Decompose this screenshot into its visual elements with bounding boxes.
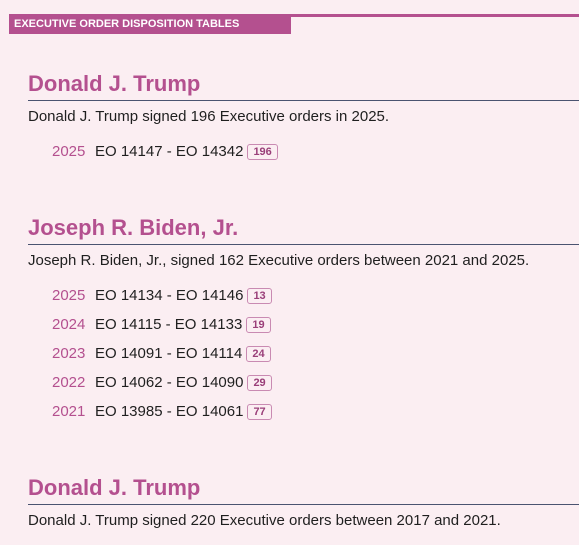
count-badge: 29 — [247, 374, 272, 391]
year-row: 2022 EO 14062 - EO 14090 29 — [28, 368, 579, 397]
eo-range: EO 14115 - EO 14133 — [95, 316, 243, 333]
president-name-heading: Donald J. Trump — [28, 70, 579, 101]
count-badge: 24 — [246, 345, 271, 362]
eo-range: EO 13985 - EO 14061 — [95, 403, 244, 420]
year-link-2025[interactable]: 2025 — [52, 287, 86, 304]
president-summary: Donald J. Trump signed 196 Executive ord… — [28, 108, 390, 125]
count-badge: 13 — [247, 287, 272, 304]
year-link-2022[interactable]: 2022 — [52, 374, 86, 391]
president-name-heading: Joseph R. Biden, Jr. — [28, 214, 579, 245]
year-list: 2025 EO 14134 - EO 14146 13 2024 EO 1411… — [28, 281, 579, 426]
eo-range: EO 14147 - EO 14342 — [95, 143, 244, 160]
year-link-2024[interactable]: 2024 — [52, 316, 86, 333]
year-row: 2025 EO 14147 - EO 14342 196 — [28, 137, 579, 166]
president-name-heading: Donald J. Trump — [28, 474, 579, 505]
count-badge: 19 — [246, 316, 271, 333]
year-link-2025[interactable]: 2025 — [52, 143, 86, 160]
president-section-biden: Joseph R. Biden, Jr. Joseph R. Biden, Jr… — [28, 214, 579, 426]
year-row: 2024 EO 14115 - EO 14133 19 — [28, 310, 579, 339]
eo-range: EO 14062 - EO 14090 — [95, 374, 244, 391]
eo-range: EO 14134 - EO 14146 — [95, 287, 244, 304]
year-row: 2021 EO 13985 - EO 14061 77 — [28, 397, 579, 426]
year-list: 2025 EO 14147 - EO 14342 196 — [28, 137, 579, 166]
header-rule — [9, 14, 579, 17]
president-section-trump-2017: Donald J. Trump Donald J. Trump signed 2… — [28, 474, 579, 531]
president-summary: Joseph R. Biden, Jr., signed 162 Executi… — [28, 252, 530, 269]
year-row: 2025 EO 14134 - EO 14146 13 — [28, 281, 579, 310]
count-badge: 196 — [247, 143, 278, 160]
year-row: 2023 EO 14091 - EO 14114 24 — [28, 339, 579, 368]
president-summary: Donald J. Trump signed 220 Executive ord… — [28, 512, 501, 529]
year-link-2023[interactable]: 2023 — [52, 345, 86, 362]
disposition-tables-header: EXECUTIVE ORDER DISPOSITION TABLES — [9, 15, 291, 34]
eo-range: EO 14091 - EO 14114 — [95, 345, 243, 362]
year-link-2021[interactable]: 2021 — [52, 403, 86, 420]
president-section-trump-2025: Donald J. Trump Donald J. Trump signed 1… — [28, 70, 579, 166]
count-badge: 77 — [247, 403, 272, 420]
